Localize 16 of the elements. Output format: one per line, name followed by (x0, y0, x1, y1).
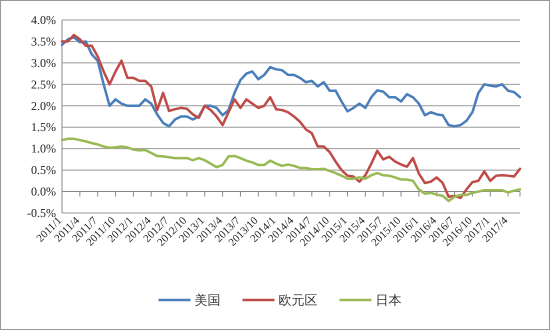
legend-label: 美国 (194, 292, 220, 308)
y-tick-label: 2.0% (31, 98, 56, 113)
legend-label: 欧元区 (278, 292, 318, 308)
y-tick-label: 2.5% (31, 77, 56, 92)
y-tick-label: 3.0% (31, 56, 56, 70)
line-series (60, 138, 522, 202)
line-series (60, 36, 522, 128)
line-series (60, 34, 522, 200)
y-tick-label: 1.0% (31, 142, 56, 156)
y-tick-label: 0.0% (31, 184, 56, 199)
y-tick-label: 3.5% (31, 34, 56, 48)
y-tick-label: 4.0% (31, 13, 56, 27)
y-tick-label: 1.5% (31, 120, 56, 134)
legend-label: 日本 (376, 292, 402, 308)
y-tick-label: -0.5% (27, 206, 56, 220)
y-tick-label: 0.5% (31, 163, 56, 178)
